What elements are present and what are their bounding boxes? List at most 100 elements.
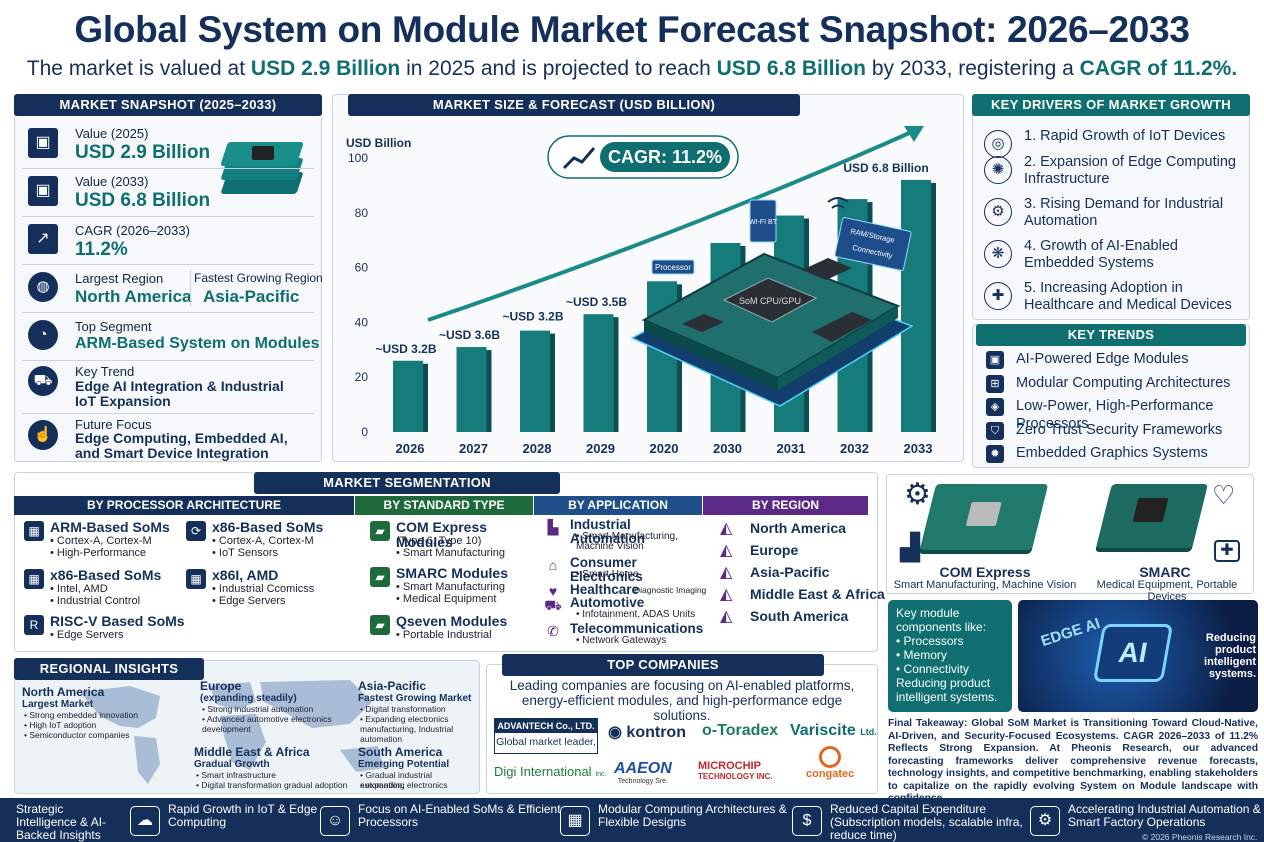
region-name: North America bbox=[22, 685, 105, 699]
region-point: • Semiconductor companies bbox=[24, 730, 130, 740]
x-tick-label: 2031 bbox=[777, 441, 806, 456]
processor-segment-detail: • Cortex-A, Cortex-M bbox=[50, 535, 152, 547]
x-tick-label: 2032 bbox=[840, 441, 869, 456]
region-map-icon: ◭ bbox=[720, 608, 733, 625]
footer-item: Focus on AI-Enabled SoMs & Efficient Pro… bbox=[358, 802, 561, 829]
x-tick-label: 2030 bbox=[713, 441, 742, 456]
footer-item: Rapid Growth in IoT & Edge Computing bbox=[168, 802, 318, 829]
hand-device-icon: ☝ bbox=[28, 420, 58, 450]
application-segment: Consumer Electronics bbox=[570, 555, 643, 584]
globe-icon: ◍ bbox=[28, 272, 58, 302]
subtitle-part: The market is valued at bbox=[26, 57, 251, 80]
trend-item: Embedded Graphics Systems bbox=[1016, 445, 1208, 461]
trend-item: Low-Power, High-Performance Processors bbox=[1016, 398, 1214, 432]
application-segment-detail: Machine Vision bbox=[576, 541, 644, 552]
bar bbox=[901, 179, 931, 432]
largest-region: North America bbox=[75, 287, 192, 306]
aaeon-name: AAEON bbox=[614, 760, 672, 777]
segment-icon: ▰ bbox=[370, 615, 390, 635]
bar-side bbox=[550, 333, 555, 432]
microchip-name: MICROCHIP bbox=[698, 760, 761, 772]
advantech-name: ADVANTECH Co., LTD. bbox=[495, 719, 597, 733]
wifi-bt-tag-label: WI-FI BT bbox=[749, 219, 778, 226]
subtitle-part: in 2025 and is projected to reach bbox=[400, 57, 717, 80]
value-2025-label: Value (2025) bbox=[75, 126, 149, 141]
trend-arrow bbox=[427, 128, 917, 322]
microchip-logo: MICROCHIP TECHNOLOGY INC. bbox=[698, 760, 773, 781]
standard-segment-detail: • Smart Manufacturing bbox=[396, 581, 506, 593]
driver-icon: ❋ bbox=[984, 240, 1012, 268]
memory-chip bbox=[812, 312, 872, 342]
digi-suffix: Inc. bbox=[595, 771, 607, 778]
driver-item: 5. Increasing Adoption in Healthcare and… bbox=[1024, 280, 1232, 313]
trend-icon: ▣ bbox=[986, 351, 1004, 369]
components-box: Key module components like: • Processors… bbox=[888, 600, 1012, 712]
aaeon-logo: AAEON Technology Sre. bbox=[614, 760, 672, 785]
bar bbox=[583, 314, 614, 432]
page-subtitle: The market is valued at USD 2.9 Billion … bbox=[0, 56, 1264, 82]
components-line: Key module bbox=[896, 606, 960, 620]
data-label: ~USD 3.6B bbox=[439, 328, 500, 342]
application-icon: ♥ bbox=[548, 583, 558, 599]
region-tag: Largest Market bbox=[22, 699, 94, 710]
subtitle-value: USD 2.9 Billion bbox=[250, 57, 401, 80]
region-point: • Smart infrastructure bbox=[196, 770, 276, 780]
cagr-badge-fill bbox=[600, 142, 730, 172]
divider bbox=[22, 168, 314, 169]
segmentation-col-header: BY REGION bbox=[703, 496, 868, 515]
y-tick-label: 40 bbox=[355, 315, 369, 329]
application-icon: ✆ bbox=[547, 623, 559, 639]
data-label: ~USD 3.2B bbox=[502, 310, 563, 324]
processor-segment-detail: • High-Performance bbox=[50, 547, 147, 559]
region-point: • Digital transformation bbox=[360, 704, 446, 714]
standard-segment: COM Express Modules bbox=[396, 519, 488, 550]
kontron-name: kontron bbox=[626, 724, 686, 741]
ai-chip: AI bbox=[1092, 624, 1174, 682]
driver-icon: ⚙ bbox=[984, 198, 1012, 226]
forecast-header: MARKET SIZE & FORECAST (USD BILLION) bbox=[348, 94, 800, 116]
segmentation-col-header: BY STANDARD TYPE bbox=[355, 496, 533, 515]
footer-icon: ☁ bbox=[130, 806, 160, 836]
x-tick-label: 2029 bbox=[586, 441, 615, 456]
kontron-logo: ◉ kontron bbox=[608, 724, 686, 741]
x-tick-label: 2020 bbox=[650, 441, 679, 456]
components-line: • Memory bbox=[896, 648, 947, 662]
companies-header: TOP COMPANIES bbox=[502, 654, 824, 676]
regional-header: REGIONAL INSIGHTS bbox=[14, 658, 204, 680]
drivers-header: KEY DRIVERS OF MARKET GROWTH bbox=[972, 94, 1250, 116]
application-segment-detail: • Smart Home bbox=[576, 569, 639, 580]
factory-icon: ▟ bbox=[900, 532, 920, 562]
value-2033-label: Value (2033) bbox=[75, 174, 149, 189]
y-tick-label: 0 bbox=[361, 425, 368, 439]
bar bbox=[456, 347, 487, 432]
footer-icon: ▦ bbox=[560, 806, 590, 836]
standard-segment-detail: • Medical Equipment bbox=[396, 593, 497, 605]
region-point: • expanding electronics bbox=[360, 780, 448, 790]
segment-icon: ◔ bbox=[28, 320, 58, 350]
footer-icon: $ bbox=[792, 806, 822, 836]
processor-segment: RISC-V Based SoMs bbox=[50, 613, 185, 629]
driver-item: 3. Rising Demand for Industrial Automati… bbox=[1024, 196, 1224, 229]
memory-chip bbox=[802, 258, 852, 280]
bar bbox=[393, 360, 423, 432]
value-2033: USD 6.8 Billion bbox=[75, 190, 211, 211]
application-segment-detail: Diagnostic Imaging bbox=[634, 585, 707, 595]
processor-segment: x86-Based SoMs bbox=[212, 519, 324, 535]
bar-side bbox=[613, 317, 619, 432]
cpu-chip bbox=[722, 277, 818, 323]
segment-icon: ▦ bbox=[186, 569, 206, 589]
divider bbox=[22, 264, 314, 265]
som-boards-illustration bbox=[218, 128, 308, 208]
driver-icon: ✚ bbox=[984, 282, 1012, 310]
cpu-chip-label: SoM CPU/GPU bbox=[739, 296, 801, 306]
gear-icon: ⚙ bbox=[904, 478, 931, 511]
processor-segment-detail: • Industrial Control bbox=[50, 595, 141, 607]
trend-icon: ⊞ bbox=[986, 374, 1004, 393]
components-line: • Processors bbox=[896, 634, 964, 648]
processor-tag bbox=[651, 259, 695, 275]
region-point: • Expanding electronics manufacturing, I… bbox=[360, 714, 454, 744]
trend-arrow-head bbox=[904, 126, 924, 142]
standard-segment: Qseven Modules bbox=[396, 613, 508, 629]
segmentation-header: MARKET SEGMENTATION bbox=[254, 472, 560, 494]
chip-board-edge bbox=[644, 320, 778, 390]
